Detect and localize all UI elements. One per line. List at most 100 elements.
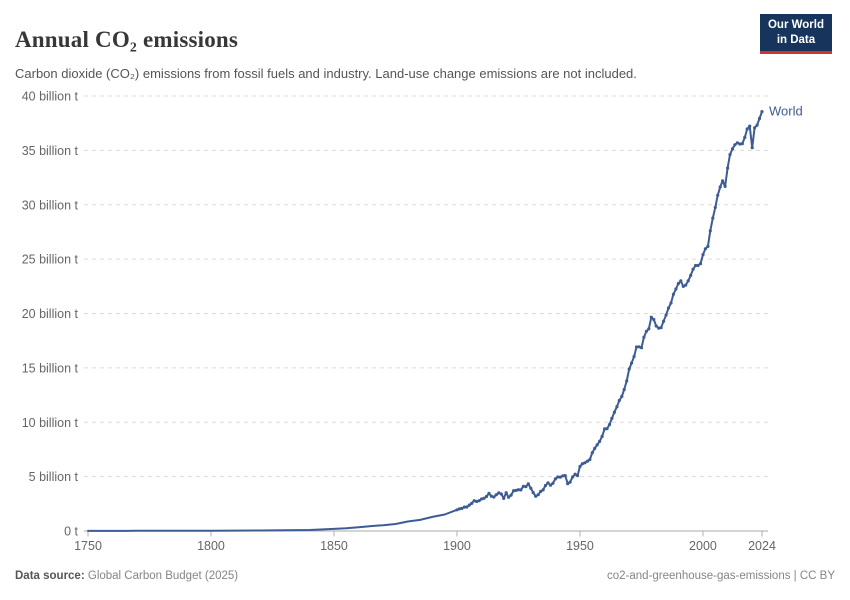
data-point-marker [575, 474, 580, 478]
data-point-marker [477, 499, 481, 503]
x-axis-tick-label: 2024 [748, 539, 776, 553]
y-axis-tick-label: 35 billion t [22, 144, 79, 158]
page-title: Annual CO₂ emissions [15, 27, 239, 53]
data-point-marker [696, 263, 700, 268]
data-point-marker [519, 488, 523, 492]
data-point-marker [536, 493, 540, 497]
data-point-marker [580, 462, 585, 466]
data-point-marker [497, 491, 501, 495]
data-point-marker [455, 508, 459, 512]
data-point-marker [718, 185, 722, 189]
data-point-marker [543, 483, 548, 488]
data-point-marker [585, 459, 590, 463]
data-point-marker [509, 493, 513, 497]
data-point-marker [652, 317, 656, 322]
data-point-marker [566, 482, 570, 486]
data-point-marker [502, 496, 506, 500]
y-axis-tick-label: 5 billion t [29, 470, 79, 484]
data-point-marker [740, 142, 744, 146]
data-point-marker [620, 394, 624, 399]
data-point-marker [750, 146, 754, 150]
data-point-marker [730, 147, 735, 151]
data-point-marker [539, 489, 543, 494]
data-point-marker [669, 301, 673, 305]
data-point-marker [472, 499, 476, 503]
data-point-marker [462, 505, 466, 509]
data-point-marker [470, 501, 474, 505]
data-point-marker [588, 458, 592, 462]
data-point-marker [733, 143, 737, 147]
data-point-marker [521, 484, 526, 488]
x-axis-tick-label: 1850 [320, 539, 348, 553]
data-point-marker [716, 193, 720, 197]
data-point-marker [548, 483, 553, 487]
data-point-marker [735, 141, 740, 145]
data-point-marker [659, 326, 663, 330]
x-axis-tick-label: 1900 [443, 539, 471, 553]
data-point-marker [507, 495, 511, 499]
data-point-marker [593, 446, 597, 450]
data-point-marker [524, 485, 528, 489]
x-axis-tick-label: 1800 [197, 539, 225, 553]
data-point-marker [568, 480, 572, 484]
data-point-marker [637, 345, 641, 349]
data-point-marker [728, 153, 732, 157]
data-point-marker [482, 496, 486, 500]
data-point-marker [529, 486, 533, 490]
data-point-marker [674, 287, 678, 291]
y-axis-tick-label: 30 billion t [22, 198, 79, 212]
x-axis-tick-label: 2000 [689, 539, 717, 553]
data-point-marker [583, 461, 587, 465]
data-point-marker [516, 488, 521, 492]
data-point-marker [622, 387, 626, 392]
data-point-marker [475, 499, 479, 504]
footer-permalink[interactable]: co2-and-greenhouse-gas-emissions | CC BY [607, 570, 835, 582]
series-label-world[interactable]: World [769, 104, 803, 119]
data-point-marker [760, 110, 764, 114]
data-source-value[interactable]: Global Carbon Budget (2025) [87, 570, 239, 582]
data-point-marker [625, 379, 629, 383]
data-point-marker [511, 489, 516, 493]
data-point-marker [590, 451, 594, 455]
owid-logo-line2: in Data [776, 34, 816, 47]
data-point-marker [679, 279, 683, 283]
data-point-marker [605, 427, 609, 431]
data-point-marker [649, 315, 653, 319]
data-point-marker [607, 423, 612, 427]
owid-logo-line1: Our World [767, 19, 824, 31]
data-point-marker [684, 283, 688, 287]
data-point-marker [571, 475, 575, 479]
data-point-marker [615, 405, 619, 409]
data-point-marker [748, 124, 752, 128]
data-point-marker [701, 253, 705, 257]
data-point-marker [541, 488, 545, 492]
data-point-marker [551, 481, 555, 485]
data-point-marker [721, 179, 725, 183]
data-point-marker [487, 491, 491, 495]
data-point-marker [480, 497, 484, 501]
data-point-marker [755, 123, 759, 127]
data-point-marker [671, 292, 676, 296]
owid-logo[interactable]: Our World in Data [759, 14, 832, 55]
data-point-marker [612, 410, 617, 414]
data-point-marker [723, 184, 727, 188]
data-point-marker [632, 354, 636, 359]
data-point-marker [711, 216, 715, 220]
data-point-marker [465, 505, 469, 509]
y-axis-tick-label: 25 billion t [22, 253, 79, 267]
data-point-marker [745, 127, 749, 131]
data-point-marker [617, 398, 621, 403]
data-point-marker [757, 116, 762, 121]
data-point-marker [531, 491, 535, 495]
data-point-marker [666, 306, 671, 310]
x-axis-tick-label: 1750 [74, 539, 102, 553]
data-point-marker [686, 279, 690, 283]
data-point-marker [595, 443, 599, 447]
world-series-line[interactable] [87, 110, 763, 532]
data-point-marker [698, 262, 703, 266]
data-point-marker [713, 205, 717, 209]
data-point-marker [526, 482, 530, 486]
data-point-marker [664, 313, 668, 317]
data-point-marker [706, 244, 710, 248]
